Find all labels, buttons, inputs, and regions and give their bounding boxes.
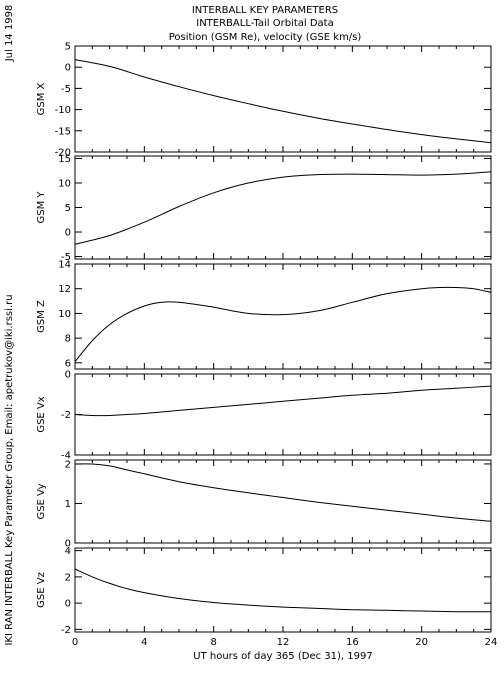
y-tick-label: 2 (65, 572, 71, 583)
panel-frame (74, 45, 492, 153)
x-tick-label: 0 (72, 637, 78, 648)
y-tick-label: 0 (65, 370, 71, 381)
panel-frame (74, 547, 492, 633)
panel-frame (74, 373, 492, 456)
y-tick-label: 6 (65, 358, 71, 369)
y-axis-label: GSM X (36, 82, 47, 115)
panel-frame (74, 263, 492, 370)
y-axis-label: GSM Y (36, 191, 47, 224)
y-axis-label: GSM Z (36, 300, 47, 333)
y-tick-label: 1 (65, 499, 71, 510)
y-tick-label: -15 (55, 126, 71, 137)
y-tick-label: 5 (65, 203, 71, 214)
x-tick-label: 20 (415, 637, 428, 648)
y-axis-label: GSE Vz (36, 572, 47, 608)
x-tick-label: 16 (346, 637, 359, 648)
y-tick-label: -5 (61, 84, 71, 95)
y-axis-label: GSE Vy (36, 483, 47, 519)
y-tick-label: 5 (65, 42, 71, 53)
x-tick-label: 12 (277, 637, 290, 648)
y-tick-label: 0 (65, 599, 71, 610)
x-axis-label: UT hours of day 365 (Dec 31), 1997 (193, 651, 372, 662)
y-tick-label: -10 (55, 105, 71, 116)
y-tick-label: 10 (58, 309, 71, 320)
y-tick-label: 15 (58, 154, 71, 165)
y-axis-label: GSE Vx (36, 396, 47, 432)
series-line-gse-vx (74, 385, 492, 417)
y-tick-label: 14 (58, 260, 71, 271)
y-tick-label: 2 (65, 459, 71, 470)
side-date-label: Jul 14 1998 (4, 5, 15, 63)
y-tick-label: 0 (65, 228, 71, 239)
y-tick-label: -4 (61, 451, 71, 462)
side-credit-label: IKI RAN INTERBALL Key Parameter Group, E… (4, 294, 15, 645)
series-line-gse-vy (74, 463, 492, 522)
chart-title-line3: Position (GSM Re), velocity (GSE km/s) (169, 32, 362, 43)
y-tick-label: 0 (65, 63, 71, 74)
y-tick-label: 12 (58, 284, 71, 295)
x-tick-label: 24 (485, 637, 498, 648)
chart-title-line2: INTERBALL-Tail Orbital Data (196, 18, 333, 29)
y-tick-label: 4 (65, 546, 71, 557)
chart-title-line1: INTERBALL KEY PARAMETERS (192, 5, 338, 16)
y-tick-label: 8 (65, 334, 71, 345)
panel-frame (74, 155, 492, 260)
series-line-gsm-y (74, 171, 492, 245)
y-tick-label: -2 (61, 410, 71, 421)
series-line-gsm-x (74, 59, 492, 144)
y-tick-label: -20 (55, 148, 71, 159)
x-tick-label: 8 (210, 637, 216, 648)
x-tick-label: 4 (141, 637, 147, 648)
y-tick-label: 10 (58, 178, 71, 189)
series-line-gse-vz (74, 568, 492, 613)
y-tick-label: -5 (61, 252, 71, 263)
series-line-gsm-z (74, 286, 492, 362)
y-tick-label: 0 (65, 539, 71, 550)
y-tick-label: -2 (61, 625, 71, 636)
